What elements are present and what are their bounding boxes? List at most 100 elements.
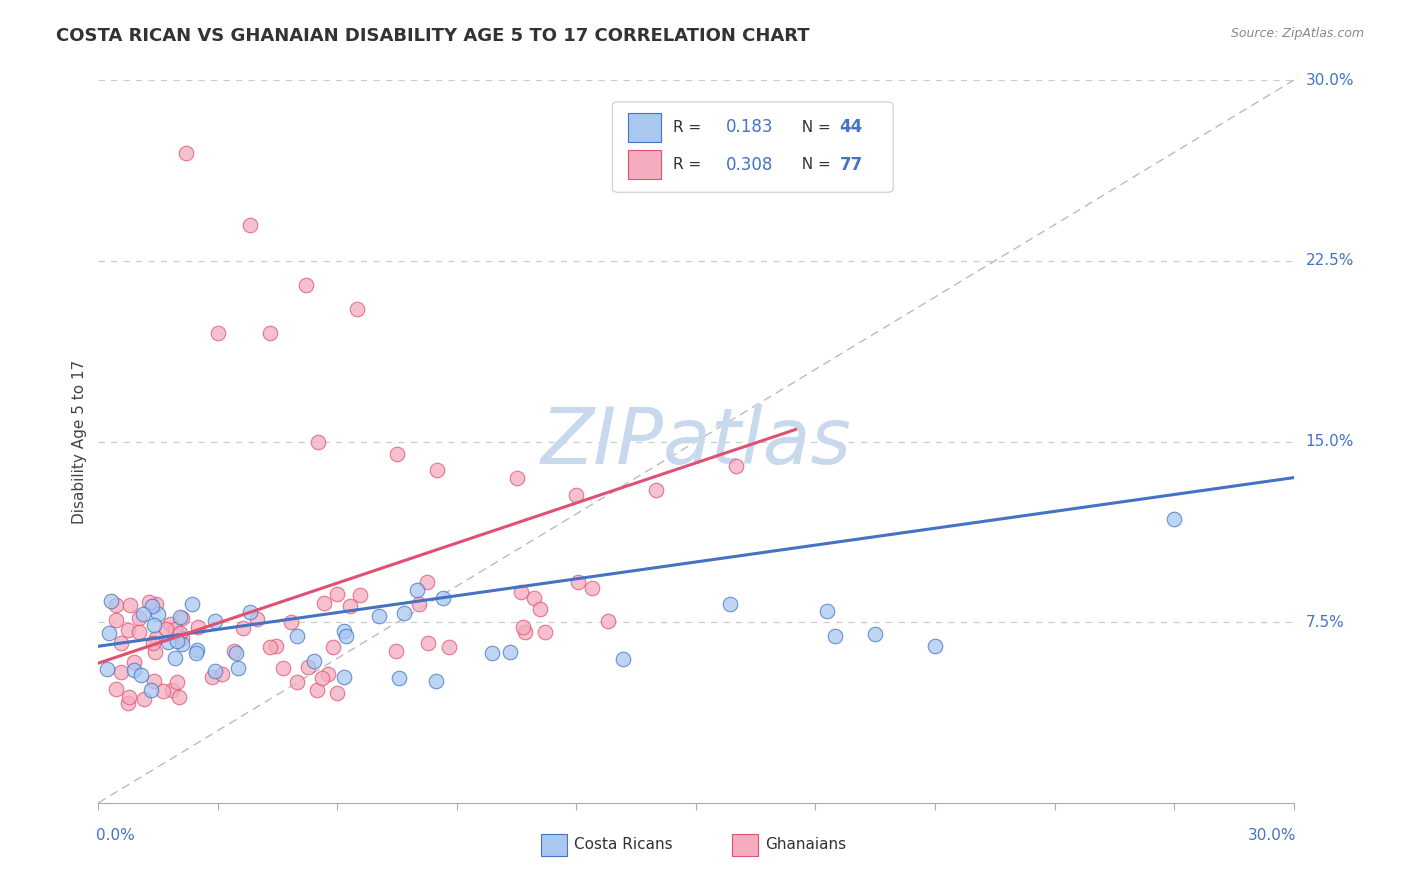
Point — [326, 587, 349, 601]
Point — [333, 624, 356, 639]
Text: 30.0%: 30.0% — [1306, 73, 1354, 87]
Point — [529, 602, 551, 616]
Point — [581, 582, 603, 596]
Point — [162, 682, 184, 697]
Y-axis label: Disability Age 5 to 17: Disability Age 5 to 17 — [72, 359, 87, 524]
Point — [264, 639, 287, 653]
Bar — [541, 834, 567, 855]
Point — [523, 591, 546, 605]
Bar — [628, 112, 661, 142]
Point — [117, 696, 139, 710]
Text: 7.5%: 7.5% — [1306, 615, 1344, 630]
Point — [239, 605, 262, 619]
Bar — [628, 151, 661, 179]
FancyBboxPatch shape — [613, 102, 893, 193]
Point — [148, 607, 170, 621]
Point — [226, 660, 249, 674]
Point — [110, 665, 132, 679]
Text: Costa Ricans: Costa Ricans — [574, 838, 672, 852]
Point — [145, 597, 167, 611]
Point — [118, 690, 141, 704]
Point — [155, 622, 177, 636]
Point — [143, 645, 166, 659]
Point — [98, 625, 121, 640]
Point — [865, 627, 887, 641]
Point — [131, 607, 153, 621]
Point — [122, 655, 145, 669]
Point — [335, 629, 357, 643]
Point — [416, 575, 439, 590]
Text: COSTA RICAN VS GHANAIAN DISABILITY AGE 5 TO 17 CORRELATION CHART: COSTA RICAN VS GHANAIAN DISABILITY AGE 5… — [56, 27, 810, 45]
Point — [311, 671, 333, 685]
Point — [138, 595, 160, 609]
Point — [170, 637, 193, 651]
Text: N =: N = — [792, 120, 835, 135]
Point — [184, 646, 207, 660]
Point — [105, 681, 128, 696]
Point — [129, 667, 152, 681]
Point — [128, 610, 150, 624]
Point — [506, 470, 529, 484]
Point — [432, 591, 454, 606]
Point — [724, 458, 747, 473]
Point — [259, 640, 281, 654]
Point — [426, 463, 449, 477]
Point — [499, 645, 522, 659]
Point — [211, 666, 233, 681]
Text: 30.0%: 30.0% — [1247, 828, 1296, 843]
Point — [316, 667, 339, 681]
Text: 15.0%: 15.0% — [1306, 434, 1354, 449]
Point — [180, 597, 202, 611]
Text: 0.183: 0.183 — [725, 119, 773, 136]
Text: 44: 44 — [839, 119, 863, 136]
Point — [134, 692, 156, 706]
Point — [408, 597, 430, 611]
Point — [425, 673, 447, 688]
Point — [163, 622, 186, 636]
Point — [416, 636, 439, 650]
Point — [481, 646, 503, 660]
Point — [207, 326, 229, 340]
Text: Ghanaians: Ghanaians — [765, 838, 846, 852]
Text: 0.0%: 0.0% — [96, 828, 135, 843]
Point — [172, 610, 194, 624]
Point — [924, 639, 946, 653]
Point — [139, 683, 162, 698]
Point — [394, 606, 416, 620]
Text: 22.5%: 22.5% — [1306, 253, 1354, 268]
Point — [96, 662, 118, 676]
Point — [142, 674, 165, 689]
Text: N =: N = — [792, 157, 835, 172]
Point — [287, 629, 309, 643]
Point — [512, 620, 534, 634]
Point — [294, 277, 316, 292]
Point — [163, 651, 186, 665]
Point — [824, 629, 846, 643]
Point — [170, 631, 193, 645]
Point — [437, 640, 460, 654]
Point — [513, 624, 536, 639]
Point — [118, 598, 141, 612]
Point — [1163, 511, 1185, 525]
Text: Source: ZipAtlas.com: Source: ZipAtlas.com — [1230, 27, 1364, 40]
Text: ZIPatlas: ZIPatlas — [540, 403, 852, 480]
Point — [385, 446, 409, 460]
Point — [128, 625, 150, 640]
Point — [720, 597, 742, 611]
Point — [143, 618, 166, 632]
Point — [152, 684, 174, 698]
Point — [509, 584, 531, 599]
Point — [314, 596, 336, 610]
Text: R =: R = — [673, 157, 706, 172]
Point — [287, 675, 309, 690]
Point — [174, 145, 197, 160]
Point — [186, 642, 208, 657]
Point — [166, 675, 188, 690]
Text: 77: 77 — [839, 156, 863, 174]
Point — [145, 632, 167, 646]
Point — [307, 434, 329, 449]
Point — [297, 660, 319, 674]
Text: 0.308: 0.308 — [725, 156, 773, 174]
Point — [104, 598, 127, 612]
Point — [259, 326, 281, 340]
